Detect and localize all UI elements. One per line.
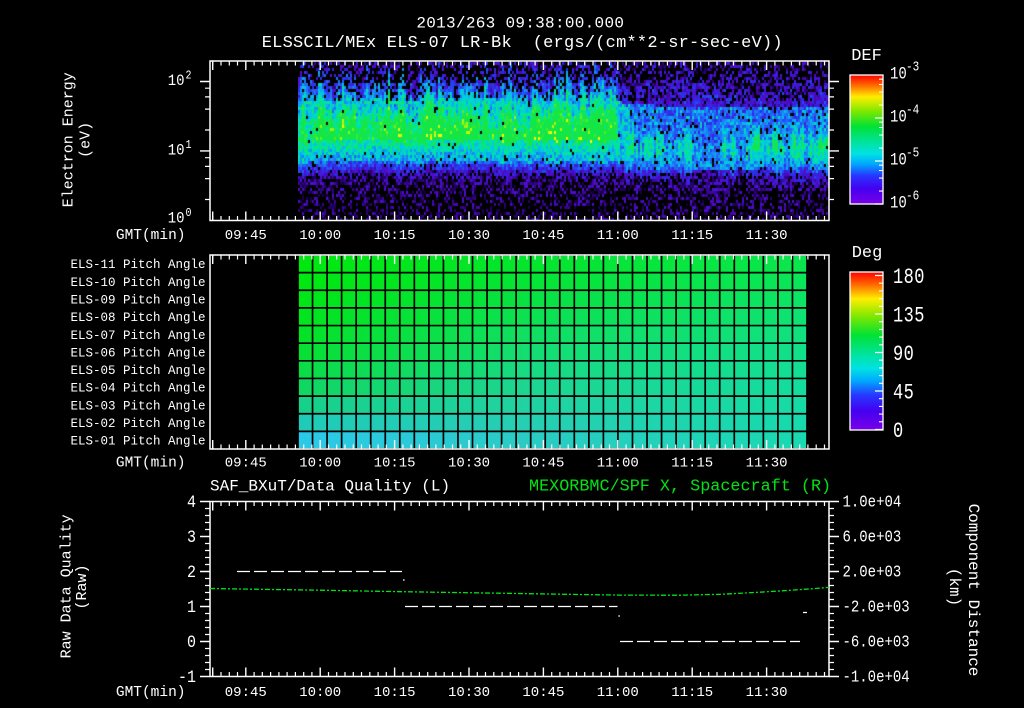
svg-text:3: 3 — [187, 528, 196, 547]
svg-text:2: 2 — [187, 563, 196, 582]
svg-text:135: 135 — [893, 304, 925, 329]
svg-text:10:30: 10:30 — [448, 685, 490, 701]
svg-text:1.0e+04: 1.0e+04 — [843, 492, 902, 512]
svg-text:-4: -4 — [906, 102, 919, 117]
svg-text:10:45: 10:45 — [522, 685, 564, 701]
svg-text:(eV): (eV) — [78, 122, 95, 158]
svg-text:11:15: 11:15 — [671, 456, 713, 472]
svg-text:MEXORBMC/SPF X, Spacecraft (R): MEXORBMC/SPF X, Spacecraft (R) — [529, 477, 831, 496]
svg-text:10: 10 — [890, 64, 907, 84]
svg-text:11:00: 11:00 — [597, 456, 639, 472]
svg-text:ELS-04 Pitch Angle: ELS-04 Pitch Angle — [70, 382, 205, 396]
svg-text:11:30: 11:30 — [746, 228, 788, 244]
svg-text:Electron Energy: Electron Energy — [61, 72, 78, 207]
svg-text:-2.0e+03: -2.0e+03 — [843, 597, 910, 617]
svg-text:10:45: 10:45 — [522, 456, 564, 472]
svg-text:ELS-08 Pitch Angle: ELS-08 Pitch Angle — [70, 311, 205, 325]
svg-text:SAF_BXuT/Data Quality (L): SAF_BXuT/Data Quality (L) — [210, 478, 450, 496]
svg-text:11:30: 11:30 — [746, 685, 788, 701]
svg-text:ELS-05 Pitch Angle: ELS-05 Pitch Angle — [70, 364, 205, 378]
svg-text:1: 1 — [186, 139, 192, 152]
svg-text:0: 0 — [186, 207, 192, 220]
svg-text:10: 10 — [890, 107, 907, 127]
svg-text:10:15: 10:15 — [374, 228, 416, 244]
svg-text:10:30: 10:30 — [448, 228, 490, 244]
svg-text:10:30: 10:30 — [448, 456, 490, 472]
svg-text:2013/263 09:38:00.000: 2013/263 09:38:00.000 — [416, 15, 624, 33]
svg-text:09:45: 09:45 — [225, 228, 267, 244]
svg-text:0: 0 — [893, 419, 904, 444]
svg-text:ELS-03 Pitch Angle: ELS-03 Pitch Angle — [70, 399, 205, 413]
svg-text:-3: -3 — [906, 59, 919, 74]
svg-text:DEF: DEF — [851, 47, 882, 66]
svg-text:-6.0e+03: -6.0e+03 — [843, 632, 910, 652]
svg-text:09:45: 09:45 — [225, 456, 267, 472]
svg-text:(km): (km) — [945, 568, 963, 606]
svg-text:10:00: 10:00 — [299, 685, 341, 701]
svg-text:GMT(min): GMT(min) — [116, 456, 186, 472]
svg-text:-6: -6 — [906, 188, 919, 203]
svg-text:45: 45 — [893, 381, 914, 406]
svg-text:ELS-11 Pitch Angle: ELS-11 Pitch Angle — [70, 258, 205, 272]
svg-text:ELS-10 Pitch Angle: ELS-10 Pitch Angle — [70, 276, 205, 290]
svg-text:GMT(min): GMT(min) — [116, 228, 186, 244]
svg-text:09:45: 09:45 — [225, 685, 267, 701]
svg-text:10: 10 — [168, 141, 185, 160]
svg-text:10:15: 10:15 — [374, 685, 416, 701]
svg-text:10: 10 — [168, 209, 185, 228]
svg-text:11:00: 11:00 — [597, 685, 639, 701]
svg-text:10: 10 — [890, 150, 907, 170]
svg-text:GMT(min): GMT(min) — [116, 685, 186, 701]
svg-text:-5: -5 — [906, 145, 919, 160]
svg-text:ELS-07 Pitch Angle: ELS-07 Pitch Angle — [70, 329, 205, 343]
svg-text:ELSSCIL/MEx ELS-07 LR-Bk (erg: ELSSCIL/MEx ELS-07 LR-Bk (ergs/(cm**2-sr… — [262, 34, 783, 53]
svg-text:ELS-02 Pitch Angle: ELS-02 Pitch Angle — [70, 417, 205, 431]
svg-text:10: 10 — [168, 71, 185, 90]
svg-text:11:00: 11:00 — [597, 228, 639, 244]
svg-text:Component Distance: Component Distance — [964, 504, 982, 677]
svg-text:ELS-01 Pitch Angle: ELS-01 Pitch Angle — [70, 435, 205, 449]
svg-text:180: 180 — [893, 265, 925, 290]
svg-text:6.0e+03: 6.0e+03 — [843, 527, 902, 547]
svg-text:Deg: Deg — [852, 244, 883, 263]
svg-text:90: 90 — [893, 342, 914, 367]
svg-text:2.0e+03: 2.0e+03 — [843, 562, 902, 582]
svg-text:-1.0e+04: -1.0e+04 — [843, 667, 910, 687]
svg-text:1: 1 — [187, 598, 196, 617]
svg-text:0: 0 — [187, 633, 196, 652]
svg-text:11:30: 11:30 — [746, 456, 788, 472]
svg-text:4: 4 — [187, 493, 196, 512]
svg-text:10:00: 10:00 — [299, 456, 341, 472]
svg-text:ELS-09 Pitch Angle: ELS-09 Pitch Angle — [70, 294, 205, 308]
svg-text:10:45: 10:45 — [522, 228, 564, 244]
svg-text:(Raw): (Raw) — [74, 564, 91, 609]
svg-text:10:00: 10:00 — [299, 228, 341, 244]
svg-text:Raw Data Quality: Raw Data Quality — [59, 514, 76, 658]
svg-text:11:15: 11:15 — [671, 685, 713, 701]
svg-text:ELS-06 Pitch Angle: ELS-06 Pitch Angle — [70, 346, 205, 360]
svg-text:11:15: 11:15 — [671, 228, 713, 244]
svg-text:-1: -1 — [178, 668, 196, 687]
svg-text:2: 2 — [186, 70, 192, 83]
svg-text:10:15: 10:15 — [374, 456, 416, 472]
svg-text:10: 10 — [890, 193, 907, 213]
